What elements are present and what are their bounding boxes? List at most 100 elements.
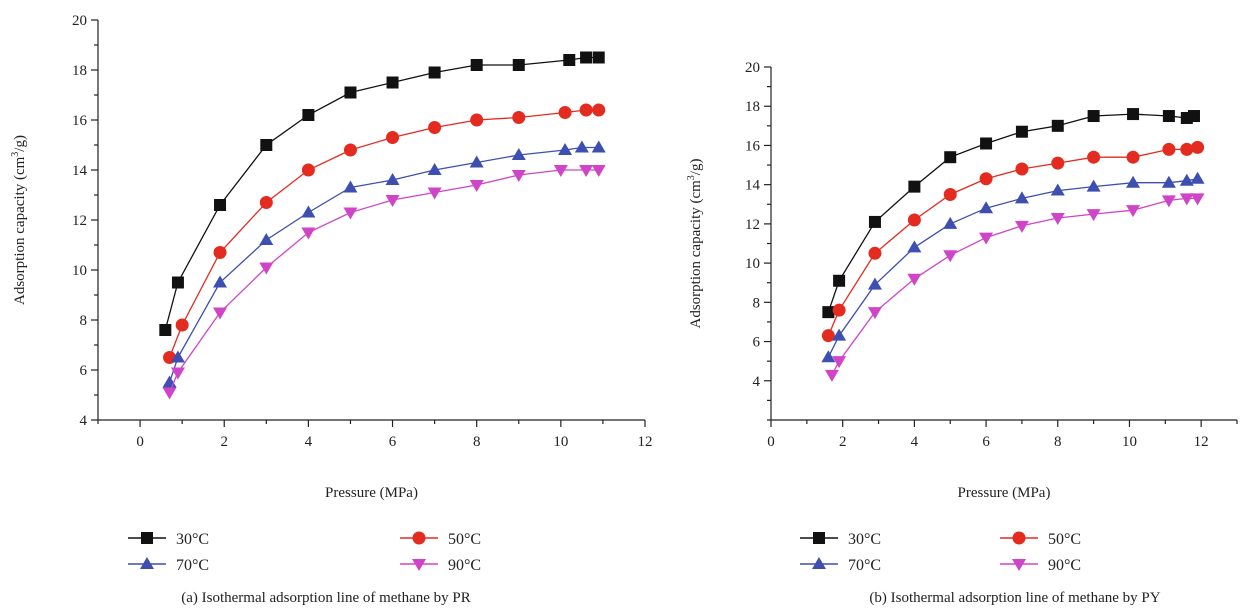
data-point — [943, 250, 958, 263]
data-point — [1015, 162, 1029, 176]
y-tick-label: 4 — [80, 413, 88, 429]
legend-marker — [812, 557, 826, 569]
series-line — [827, 113, 1195, 313]
data-point — [259, 233, 274, 245]
data-point — [1051, 156, 1065, 170]
data-point — [1180, 142, 1194, 156]
data-point — [386, 76, 399, 89]
data-point — [832, 356, 847, 369]
data-point — [979, 232, 994, 245]
data-point — [824, 369, 839, 382]
data-point — [1187, 110, 1200, 123]
series-line — [168, 146, 599, 383]
data-point — [821, 350, 836, 363]
data-point — [301, 205, 316, 218]
series-line — [827, 178, 1198, 358]
data-point — [469, 155, 484, 168]
data-point — [944, 151, 957, 164]
data-point — [385, 173, 400, 185]
series-line — [168, 109, 599, 358]
data-point — [558, 143, 573, 155]
data-point — [1179, 193, 1194, 206]
data-point — [979, 201, 994, 214]
data-point — [832, 328, 847, 341]
legend-label: 70°C — [848, 557, 881, 574]
legend-marker — [1012, 559, 1026, 571]
legend-label: 50°C — [448, 531, 481, 548]
data-point — [1162, 110, 1175, 123]
data-point — [386, 131, 400, 144]
data-point — [1190, 193, 1205, 206]
legend-marker — [412, 559, 426, 571]
data-point — [1050, 183, 1065, 196]
data-point — [260, 139, 273, 151]
x-tick-label: 10 — [1122, 434, 1137, 450]
legend-label: 90°C — [448, 557, 481, 574]
x-tick-label: 10 — [553, 434, 568, 450]
data-point — [1161, 175, 1176, 188]
data-point — [162, 387, 177, 400]
data-point — [428, 121, 442, 134]
data-point — [943, 187, 957, 201]
y-tick-label: 14 — [72, 163, 88, 179]
x-tick-label: 8 — [473, 434, 481, 450]
series-line — [164, 56, 599, 331]
data-point — [1014, 220, 1029, 233]
data-point — [171, 276, 184, 289]
data-point — [591, 140, 606, 153]
y-tick-label: 14 — [745, 178, 761, 194]
data-point — [302, 109, 315, 121]
y-tick-label: 8 — [80, 313, 88, 329]
data-point — [512, 111, 526, 124]
x-tick-label: 8 — [1054, 434, 1062, 450]
y-tick-label: 10 — [72, 263, 87, 279]
data-point — [170, 367, 185, 380]
chart-panel-a: 0 2 4 6 8 10 12 4 6 8 10 12 14 16 18 20 Pressure (MPa) Ad… — [10, 13, 653, 606]
data-point — [175, 318, 189, 332]
legend-label: 30°C — [848, 531, 881, 548]
y-tick-label: 12 — [745, 217, 760, 233]
data-point — [343, 180, 358, 193]
data-point — [259, 196, 273, 209]
x-tick-label: 4 — [305, 434, 313, 450]
data-point — [867, 307, 882, 320]
x-tick-label: 2 — [839, 434, 847, 450]
data-point — [833, 274, 846, 287]
data-point — [469, 180, 484, 192]
y-tick-label: 12 — [72, 213, 87, 229]
x-tick-label: 0 — [767, 434, 775, 450]
data-point — [385, 195, 400, 207]
y-tick-label: 4 — [753, 374, 761, 390]
data-point — [980, 137, 993, 150]
panel-caption: (a) Isothermal adsorption line of methan… — [181, 590, 471, 606]
legend-marker — [1012, 531, 1026, 545]
data-point — [1015, 125, 1028, 138]
data-point — [511, 148, 526, 160]
x-tick-label: 4 — [911, 434, 919, 450]
y-tick-label: 6 — [80, 363, 88, 379]
y-tick-label: 18 — [72, 63, 87, 79]
data-point — [1127, 108, 1140, 121]
x-axis-title: Pressure (MPa) — [325, 485, 418, 501]
data-point — [907, 240, 922, 253]
data-point — [213, 246, 227, 259]
legend-marker — [141, 532, 153, 544]
data-point — [428, 66, 441, 79]
data-point — [170, 350, 185, 363]
data-point — [1191, 140, 1205, 154]
data-point — [563, 54, 576, 66]
data-point — [867, 277, 882, 290]
x-tick-label: 12 — [1194, 434, 1209, 450]
data-point — [1086, 209, 1101, 222]
data-point — [470, 113, 484, 127]
data-point — [579, 165, 594, 177]
data-point — [1014, 191, 1029, 204]
data-point — [908, 180, 921, 193]
data-point — [301, 227, 316, 240]
legend-label: 50°C — [1048, 531, 1081, 548]
legend-marker — [140, 557, 154, 569]
data-point — [821, 329, 835, 343]
y-tick-label: 8 — [753, 295, 761, 311]
data-point — [301, 163, 315, 177]
data-point — [343, 143, 357, 157]
